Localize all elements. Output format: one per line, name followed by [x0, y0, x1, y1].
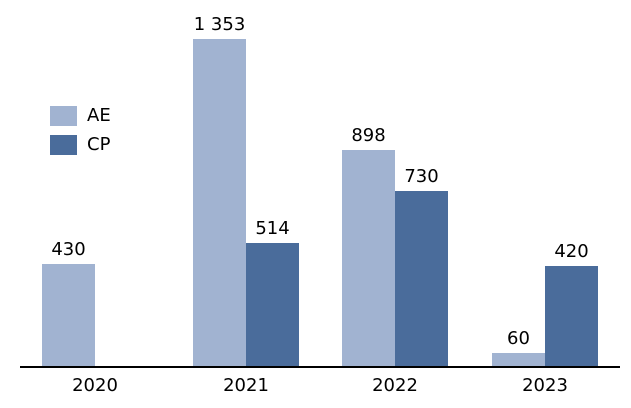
bar-ae-2022 — [342, 150, 395, 368]
chart-legend: AE CP — [50, 105, 111, 163]
bar-ae-2023 — [492, 353, 545, 368]
x-axis-label-2022: 2022 — [372, 375, 418, 396]
value-label-cp-2022: 730 — [404, 166, 439, 187]
x-axis-label-2020: 2020 — [72, 375, 118, 396]
value-label-cp-2021: 514 — [255, 218, 290, 239]
bar-cp-2022 — [395, 191, 448, 368]
legend-swatch-cp — [50, 134, 77, 155]
bar-ae-2021 — [193, 39, 246, 368]
legend-item-ae: AE — [50, 105, 111, 126]
value-label-ae-2022: 898 — [351, 125, 386, 146]
legend-swatch-ae — [50, 105, 77, 126]
x-axis-label-2023: 2023 — [522, 375, 568, 396]
legend-item-cp: CP — [50, 134, 111, 155]
value-label-ae-2021: 1 353 — [193, 14, 246, 35]
x-axis-line — [20, 366, 620, 368]
value-label-cp-2023: 420 — [554, 241, 589, 262]
value-label-ae-2020: 430 — [51, 239, 86, 260]
legend-label-cp: CP — [87, 133, 111, 155]
legend-label-ae: AE — [87, 104, 111, 126]
x-axis-label-2021: 2021 — [223, 375, 269, 396]
bar-cp-2023 — [545, 266, 598, 368]
bar-ae-2020 — [42, 264, 95, 368]
bar-cp-2021 — [246, 243, 299, 368]
value-label-ae-2023: 60 — [507, 328, 530, 349]
